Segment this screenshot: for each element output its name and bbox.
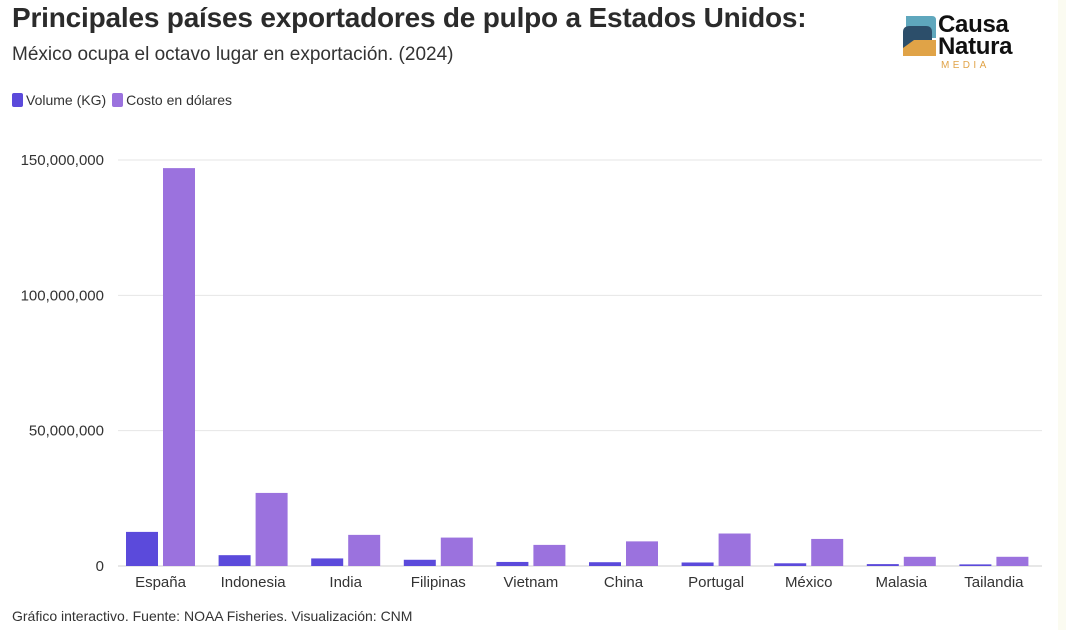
y-tick-label-3: 150,000,000 [21, 152, 104, 169]
bar-costo-3[interactable] [440, 537, 473, 566]
legend-swatch-costo [112, 93, 124, 107]
chart-legend: Volume (KG) Costo en dólares [12, 92, 238, 108]
logo-bubble-navy [903, 26, 932, 42]
legend-item-costo[interactable]: Costo en dólares [112, 92, 232, 108]
bar-costo-1[interactable] [255, 492, 288, 566]
bar-costo-8[interactable] [903, 556, 936, 566]
bar-volume-8[interactable] [866, 564, 899, 566]
x-tick-label-9: Tailandia [964, 574, 1024, 591]
x-tick-label-7: México [785, 574, 833, 591]
legend-label-costo: Costo en dólares [126, 92, 232, 108]
chart-footer-source: Gráfico interactivo. Fuente: NOAA Fisher… [12, 608, 413, 624]
logo-word-media: MEDIA [941, 60, 990, 71]
logo-bubble-orange [903, 40, 936, 56]
x-tick-label-5: China [604, 574, 644, 591]
bar-volume-3[interactable] [403, 559, 436, 566]
x-tick-label-4: Vietnam [504, 574, 559, 591]
x-tick-label-2: India [329, 574, 362, 591]
legend-item-volume[interactable]: Volume (KG) [12, 92, 106, 108]
right-edge-strip [1058, 0, 1066, 630]
chart-title: Principales países exportadores de pulpo… [12, 2, 807, 33]
x-tick-label-6: Portugal [688, 574, 744, 591]
logo-bubble-tail [903, 40, 914, 48]
bar-costo-5[interactable] [626, 541, 658, 566]
bar-volume-2[interactable] [311, 558, 344, 566]
y-tick-label-2: 100,000,000 [21, 287, 104, 304]
legend-label-volume: Volume (KG) [26, 92, 107, 108]
bar-costo-2[interactable] [348, 534, 381, 566]
bar-volume-1[interactable] [218, 555, 251, 566]
bar-volume-6[interactable] [681, 562, 714, 566]
x-tick-label-3: Filipinas [411, 574, 466, 591]
y-tick-label-0: 0 [96, 558, 104, 575]
logo-word-causa: Causa [938, 11, 1009, 38]
y-tick-label-1: 50,000,000 [29, 423, 104, 440]
bar-volume-9[interactable] [959, 564, 992, 566]
x-tick-label-1: Indonesia [221, 574, 287, 591]
bar-volume-0[interactable] [126, 531, 158, 566]
chart-subtitle: México ocupa el octavo lugar en exportac… [12, 44, 454, 65]
bar-volume-5[interactable] [589, 562, 621, 566]
bar-costo-0[interactable] [163, 168, 195, 566]
bar-volume-7[interactable] [774, 563, 807, 566]
logo-mark-icon [903, 16, 936, 56]
x-tick-label-8: Malasia [875, 574, 927, 591]
legend-swatch-volume [12, 93, 23, 107]
bar-volume-4[interactable] [496, 561, 529, 566]
bar-costo-6[interactable] [718, 533, 751, 566]
logo-word-natura: Natura [938, 33, 1013, 60]
bar-costo-7[interactable] [811, 538, 844, 566]
x-tick-label-0: España [135, 574, 187, 591]
bar-costo-4[interactable] [533, 544, 566, 566]
causa-natura-logo[interactable]: Causa Natura MEDIA [900, 12, 1040, 72]
bar-costo-9[interactable] [996, 556, 1029, 566]
